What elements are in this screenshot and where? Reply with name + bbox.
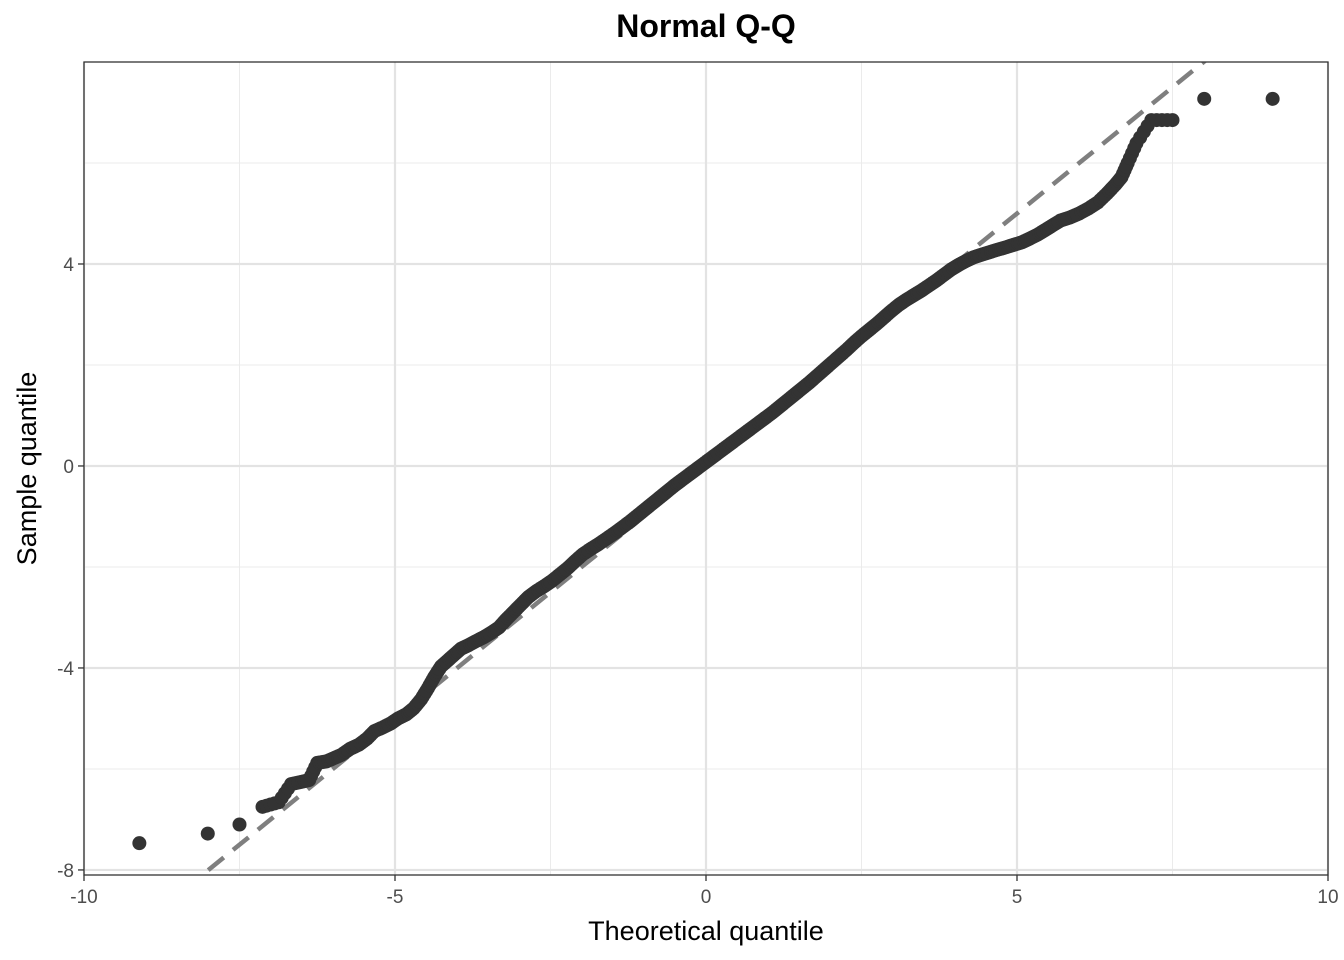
x-tick-label: 10 — [1317, 887, 1338, 908]
x-tick-label: 5 — [1012, 887, 1023, 908]
x-tick-label: 0 — [701, 887, 712, 908]
chart-title: Normal Q-Q — [616, 8, 796, 44]
data-point — [200, 826, 215, 841]
y-tick-label: 0 — [63, 457, 74, 478]
x-axis-title: Theoretical quantile — [588, 916, 824, 946]
data-point — [132, 836, 147, 851]
y-tick-label: -8 — [57, 861, 74, 882]
data-point — [1127, 141, 1142, 156]
y-axis-title: Sample quantile — [12, 372, 42, 566]
data-point — [1265, 91, 1280, 106]
x-tick-label: -10 — [70, 887, 97, 908]
axis-ticks: -10 -5 0 5 10 -8 -4 0 4 — [57, 255, 1338, 908]
x-tick-label: -5 — [387, 887, 404, 908]
data-point — [232, 817, 247, 832]
data-point — [1197, 91, 1212, 106]
y-tick-label: -4 — [57, 659, 74, 680]
points-layer — [132, 91, 1280, 851]
data-point — [1160, 113, 1175, 128]
y-tick-label: 4 — [63, 255, 74, 276]
